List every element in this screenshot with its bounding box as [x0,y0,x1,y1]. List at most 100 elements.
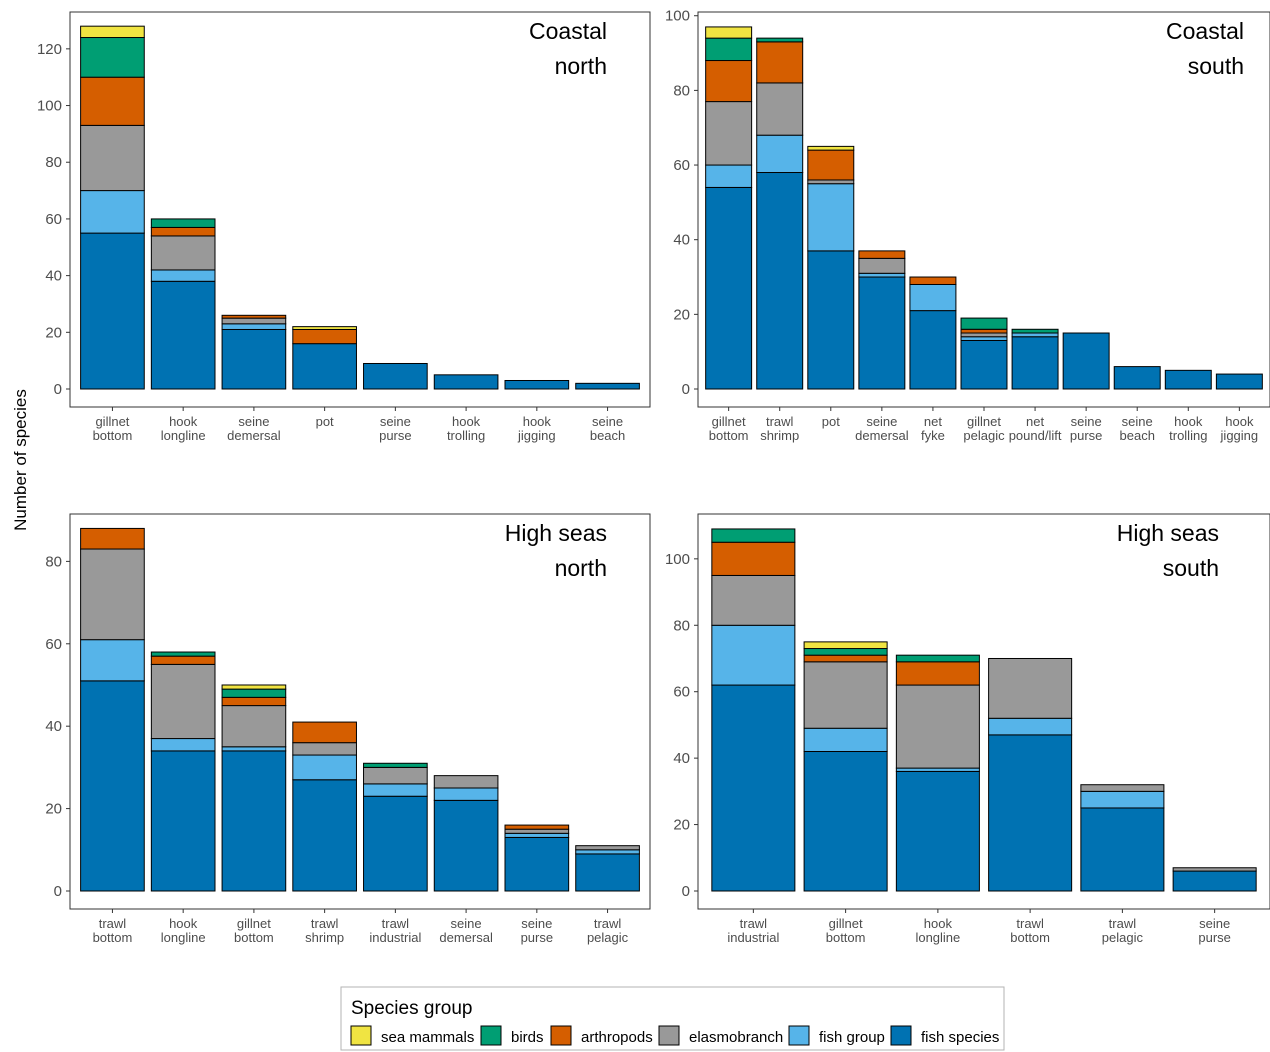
x-tick-label: trolling [447,428,485,443]
panel-title-line: Coastal [1166,18,1244,44]
bar-segment-elasmobranch [1172,867,1257,872]
x-tick-label: bottom [1010,930,1050,945]
panel-title-line: High seas [1117,520,1219,546]
bar-segment-fish-species [1215,373,1263,390]
bar-segment-fish-group [705,164,753,188]
bar-segment-elasmobranch [221,317,287,325]
bar-segment-fish-species [858,276,906,390]
y-tick-label: 80 [45,154,62,171]
bar-segment-elasmobranch [150,235,216,271]
x-tick-label: bottom [826,930,866,945]
bar-segment-sea-mammals [803,641,888,650]
panel-title-line: north [555,555,607,581]
bar-segment-fish-species [575,853,640,892]
bar-segment-fish-group [988,717,1073,736]
bar-segment-fish-group [363,783,428,797]
bar-segment-sea-mammals [705,26,753,39]
bar-segment-elasmobranch [1080,784,1165,792]
x-tick-label: trawl [311,916,339,931]
x-tick-label: purse [379,428,412,443]
legend-item-arthropods: arthropods [550,1025,653,1046]
legend-swatch [658,1025,680,1046]
panel-3: 020406080trawlbottomhooklonglinegillnetb… [45,513,651,945]
bar-segment-fish-species [292,343,357,390]
x-tick-label: demersal [855,428,909,443]
bar-segment-elasmobranch [80,548,145,641]
bar-segment-elasmobranch [711,574,796,626]
bar-segment-arthropods [221,696,287,707]
x-tick-label: seine [1071,414,1102,429]
bar-segment-fish-species [711,684,796,892]
bar-segment-fish-species [756,172,804,390]
bar-segment-fish-species [1062,332,1110,390]
bar-segment-fish-species [1164,369,1212,390]
bar-segment-birds [150,651,216,657]
x-tick-label: hook [1174,414,1203,429]
y-axis-label: Number of species [11,389,30,531]
bar-stack [80,25,145,390]
bar-stack [858,250,906,390]
bar-segment-elasmobranch [807,179,855,185]
legend-label: fish species [921,1029,999,1046]
bar-segment-fish-group [504,832,570,838]
x-tick-label: purse [1198,930,1231,945]
y-tick-label: 80 [673,617,690,634]
bar-segment-elasmobranch [756,82,804,136]
bar-segment-fish-group [292,754,357,781]
bar-segment-fish-species [504,379,570,390]
bar-segment-fish-group [1080,790,1165,809]
x-tick-label: trolling [1169,428,1207,443]
bar-stack [504,379,570,390]
bar-segment-arthropods [150,655,216,665]
bar-stack [909,276,957,390]
x-tick-label: seine [1199,916,1230,931]
y-tick-label: 20 [45,801,62,818]
bar-stack [1172,867,1257,892]
bar-stack [960,317,1008,390]
bar-segment-fish-group [807,183,855,252]
bar-segment-elasmobranch [575,845,640,851]
x-tick-label: gillnet [829,916,863,931]
bar-stack [705,26,753,390]
bar-segment-fish-group [960,336,1008,341]
bar-segment-fish-species [150,750,216,892]
y-tick-label: 40 [45,268,62,285]
bar-segment-arthropods [80,527,145,550]
y-tick-label: 20 [673,306,690,323]
bar-segment-birds [1011,328,1059,334]
x-tick-label: demersal [439,930,493,945]
bar-stack [433,374,499,390]
bar-segment-fish-species [221,328,287,390]
bar-stack [1164,369,1212,390]
x-tick-label: demersal [227,428,281,443]
panel-title-line: south [1188,53,1244,79]
bar-stack [711,528,796,892]
bar-segment-arthropods [150,226,216,237]
y-tick-label: 60 [673,157,690,174]
legend-item-fish-group: fish group [788,1025,885,1046]
x-tick-label: purse [1070,428,1103,443]
bar-segment-fish-group [711,624,796,686]
bar-segment-fish-group [150,269,216,282]
x-tick-label: longline [915,930,960,945]
y-tick-label: 80 [673,82,690,99]
legend-item-fish-species: fish species [890,1025,999,1046]
x-tick-label: pot [822,414,840,429]
bar-stack [221,684,287,892]
y-tick-label: 20 [45,324,62,341]
x-tick-label: gillnet [967,414,1001,429]
bar-segment-sea-mammals [80,25,145,39]
bar-segment-arthropods [705,60,753,103]
bar-segment-fish-species [988,734,1073,892]
x-tick-label: bottom [93,428,133,443]
panel-title-line: Coastal [529,18,607,44]
bar-segment-sea-mammals [221,684,287,690]
bar-segment-fish-group [756,134,804,174]
x-tick-label: gillnet [712,414,746,429]
bar-segment-fish-species [895,770,980,892]
legend-label: birds [511,1029,544,1046]
bar-stack [150,651,216,892]
bar-segment-birds [803,648,888,656]
x-tick-label: seine [866,414,897,429]
bar-segment-fish-species [363,362,428,390]
